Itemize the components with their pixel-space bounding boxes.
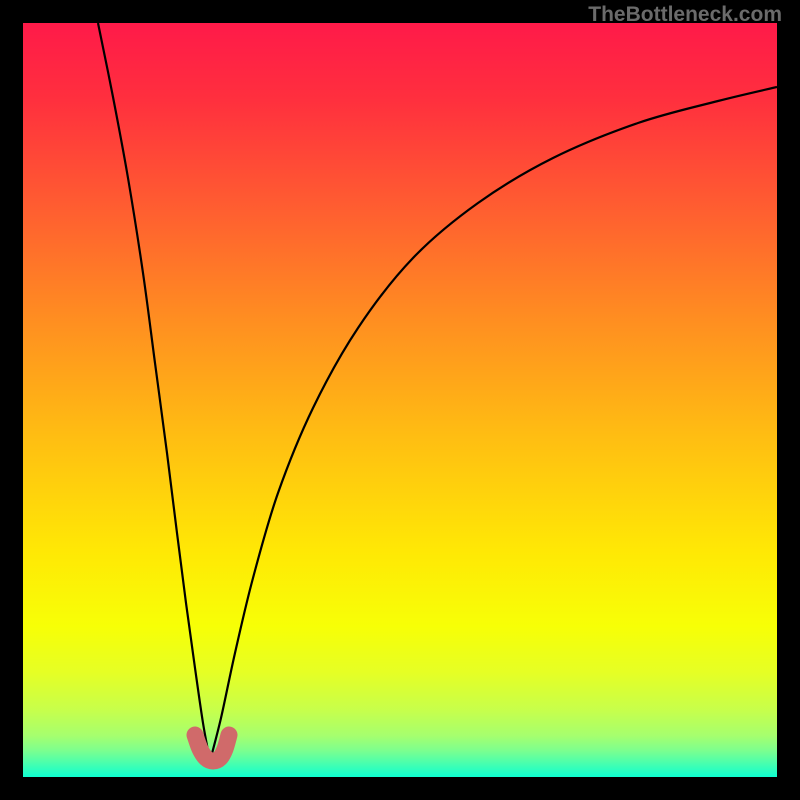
- bottleneck-marker: [195, 735, 229, 761]
- curve-layer: [23, 23, 777, 777]
- chart-container: TheBottleneck.com: [0, 0, 800, 800]
- curve-right-branch: [210, 87, 777, 761]
- watermark-label: TheBottleneck.com: [588, 3, 782, 27]
- plot-area: [23, 23, 777, 777]
- curve-left-branch: [98, 23, 210, 761]
